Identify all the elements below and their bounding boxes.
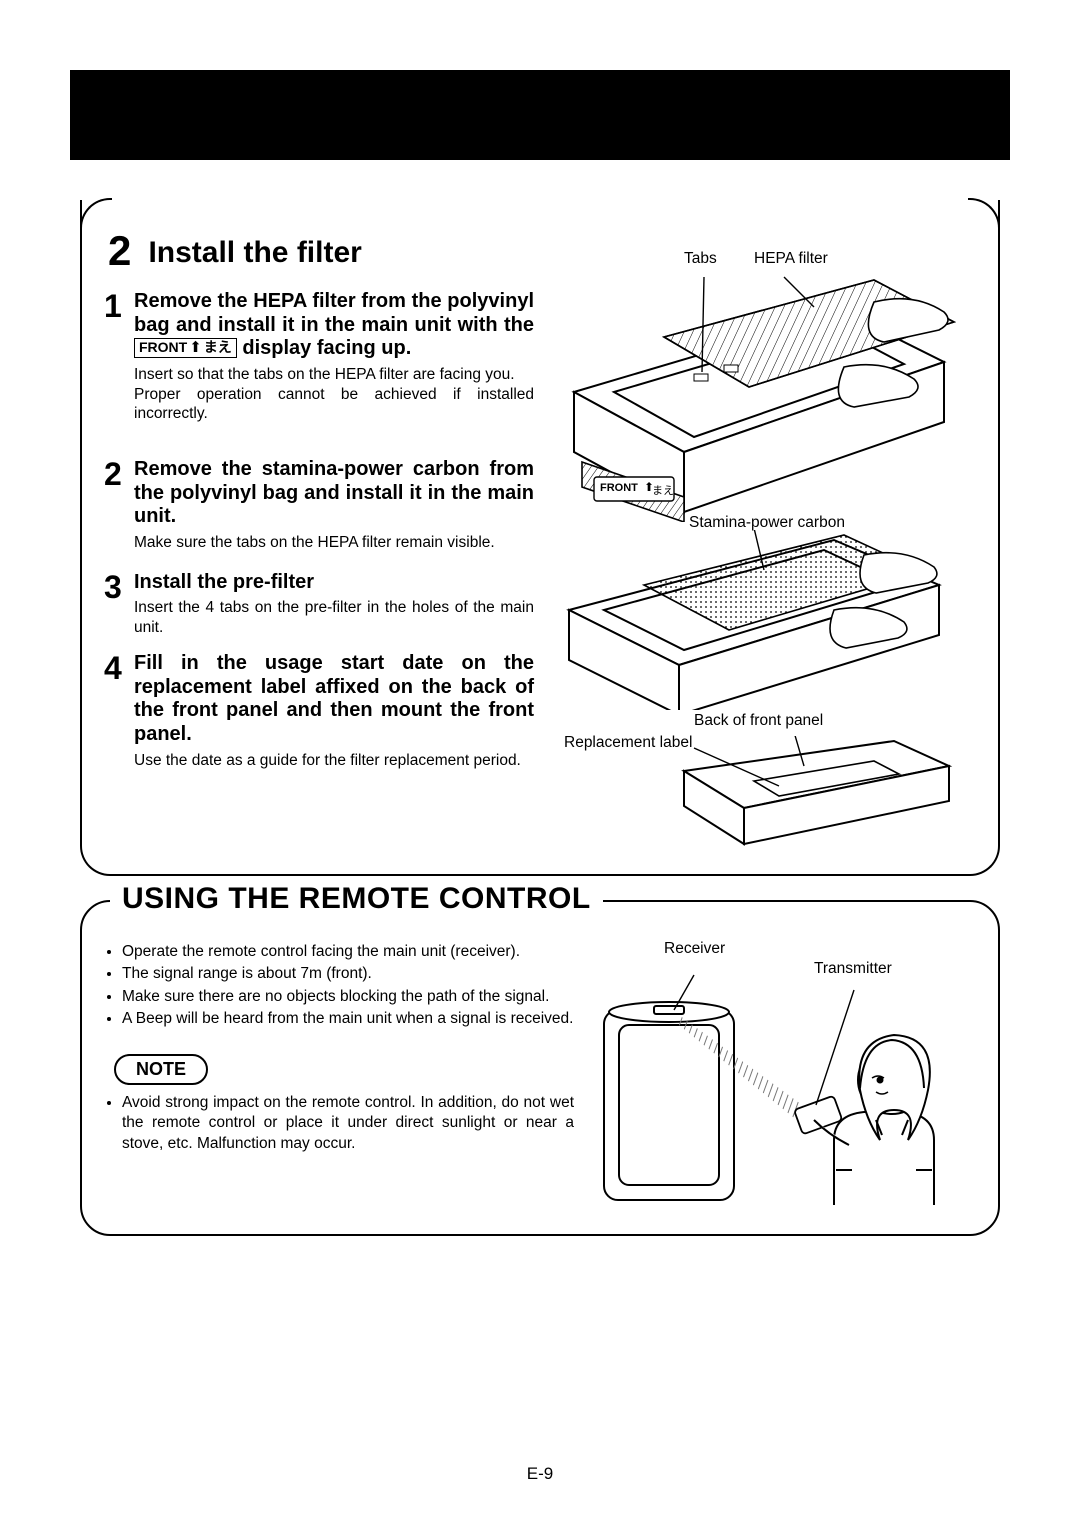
step1-text-post: display facing up.	[237, 337, 411, 359]
step-subtext: Insert the 4 tabs on the pre-filter in t…	[134, 598, 534, 638]
step-heading: Install the pre-filter	[134, 571, 534, 595]
label-transmitter: Transmitter	[814, 960, 892, 978]
figure-remote-use	[584, 970, 984, 1210]
label-back-panel: Back of front panel	[694, 712, 823, 730]
figure-carbon-install	[544, 530, 976, 710]
page-number: E-9	[0, 1464, 1080, 1484]
step-number: 4	[104, 652, 134, 770]
step-4: 4 Fill in the usage start date on the re…	[104, 652, 534, 770]
bullet: A Beep will be heard from the main unit …	[122, 1009, 574, 1029]
figure-hepa-install: FRONT ⬆ まえ	[544, 272, 976, 522]
label-tabs: Tabs	[684, 250, 717, 268]
bullet: Make sure there are no objects blocking …	[122, 987, 574, 1007]
bullet: Avoid strong impact on the remote contro…	[122, 1093, 574, 1154]
note-label: NOTE	[114, 1054, 208, 1085]
label-receiver: Receiver	[664, 940, 725, 958]
svg-text:FRONT: FRONT	[600, 482, 638, 494]
note-bullets: Avoid strong impact on the remote contro…	[108, 1093, 574, 1154]
bullet: The signal range is about 7m (front).	[122, 964, 574, 984]
step-1: 1 Remove the HEPA filter from the polyvi…	[104, 290, 534, 424]
remote-bullets: Operate the remote control facing the ma…	[108, 942, 574, 1030]
label-replacement: Replacement label	[564, 734, 692, 752]
up-arrow-icon: ⬆	[187, 339, 204, 356]
steps-column: 1 Remove the HEPA filter from the polyvi…	[104, 272, 534, 856]
step-subtext: Insert so that the tabs on the HEPA filt…	[134, 365, 534, 424]
section2-title-wrap: USING THE REMOTE CONTROL	[110, 882, 603, 916]
label-stamina-carbon: Stamina-power carbon	[689, 514, 845, 532]
step-3: 3 Install the pre-filter Insert the 4 ta…	[104, 571, 534, 638]
svg-text:まえ: まえ	[652, 484, 674, 497]
figures-column: Tabs HEPA filter	[544, 272, 976, 856]
front-label: FRONT	[139, 339, 187, 355]
section2-title: USING THE REMOTE CONTROL	[122, 882, 591, 915]
remote-figure-column: Receiver Transmitter	[584, 942, 984, 1210]
label-hepa-filter: HEPA filter	[754, 250, 828, 268]
section-title: Install the filter	[148, 236, 361, 270]
bullet: Operate the remote control facing the ma…	[122, 942, 574, 962]
step-heading: Remove the stamina-power carbon from the…	[134, 458, 534, 529]
remote-text-column: Operate the remote control facing the ma…	[104, 942, 574, 1210]
front-display-box: FRONT⬆まえ	[134, 338, 237, 358]
front-jp: まえ	[204, 339, 232, 355]
step-number: 3	[104, 571, 134, 638]
step1-text-pre: Remove the HEPA filter from the polyviny…	[134, 290, 534, 336]
step-subtext: Use the date as a guide for the filter r…	[134, 751, 534, 771]
step-number: 1	[104, 290, 134, 424]
step-number: 2	[104, 458, 134, 553]
step-heading: Remove the HEPA filter from the polyviny…	[134, 290, 534, 361]
remote-control-section: USING THE REMOTE CONTROL Operate the rem…	[80, 900, 1000, 1236]
install-filter-section: 2 Install the filter 1 Remove the HEPA f…	[80, 200, 1000, 876]
step-heading: Fill in the usage start date on the repl…	[134, 652, 534, 746]
manual-page: 2 Install the filter 1 Remove the HEPA f…	[0, 0, 1080, 1528]
section-number: 2	[108, 230, 144, 272]
header-blackbar	[70, 70, 1010, 160]
step-2: 2 Remove the stamina-power carbon from t…	[104, 458, 534, 553]
figure-front-panel-back	[544, 736, 976, 856]
step-subtext: Make sure the tabs on the HEPA filter re…	[134, 533, 534, 553]
